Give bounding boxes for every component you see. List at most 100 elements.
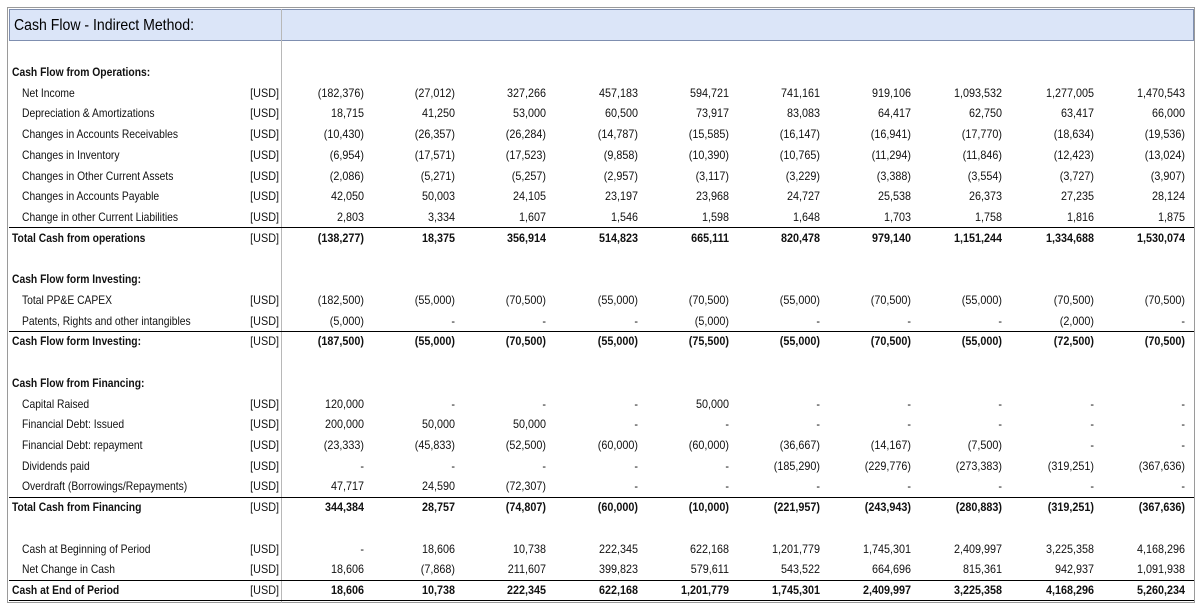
value-cell: 979,140 <box>872 230 912 245</box>
value-cell: - <box>633 396 638 411</box>
row-label: Capital Raised <box>22 396 90 411</box>
row-label: Depreciation & Amortizations <box>22 106 155 121</box>
sheet-title: Cash Flow - Indirect Method: <box>14 17 194 34</box>
value-cell: - <box>360 458 364 473</box>
value-cell: - <box>633 313 638 328</box>
value-cell: (3,727) <box>1059 168 1094 183</box>
value-cell: (10,430) <box>323 127 364 142</box>
total-rule <box>9 496 1194 498</box>
value-cell: (9,858) <box>603 147 638 162</box>
value-cell: (16,941) <box>870 127 912 142</box>
value-cell: 211,607 <box>508 562 547 577</box>
value-cell: (74,807) <box>506 500 547 515</box>
value-cell: (55,000) <box>414 292 456 307</box>
unit: [USD] <box>250 562 279 577</box>
value-cell: 622,168 <box>689 541 729 556</box>
value-cell: 1,745,301 <box>771 583 820 597</box>
value-cell: - <box>998 396 1003 411</box>
unit: [USD] <box>250 85 279 100</box>
value-cell: (14,167) <box>870 437 912 452</box>
value-cell: (319,251) <box>1047 500 1094 515</box>
value-cell: 27,235 <box>1060 189 1094 204</box>
value-cell: (55,000) <box>779 292 820 307</box>
value-cell: (16,147) <box>779 127 820 142</box>
unit: [USD] <box>250 106 279 121</box>
value-cell: (70,500) <box>506 292 547 307</box>
unit: [USD] <box>250 168 279 183</box>
value-cell: (187,500) <box>317 334 364 349</box>
row-label: Dividends paid <box>22 458 90 473</box>
value-cell: (6,954) <box>329 147 364 162</box>
value-cell: (75,500) <box>688 334 729 349</box>
row-label: Total PP&E CAPEX <box>22 292 113 307</box>
value-cell: 1,816 <box>1066 210 1094 225</box>
value-cell: 327,266 <box>507 85 547 100</box>
total-label: Cash at End of Period <box>12 583 120 597</box>
value-cell: - <box>542 313 547 328</box>
value-cell: 62,750 <box>969 106 1003 121</box>
value-cell: (55,000) <box>779 334 820 349</box>
value-cell: (185,290) <box>773 458 820 473</box>
value-cell: 24,727 <box>786 189 820 204</box>
value-cell: (10,390) <box>688 147 729 162</box>
unit: [USD] <box>250 479 279 494</box>
total-rule <box>9 330 1194 332</box>
value-cell: 10,738 <box>513 541 547 556</box>
value-cell: (70,500) <box>1144 334 1185 349</box>
value-cell: (55,000) <box>962 292 1003 307</box>
value-cell: - <box>1181 437 1185 452</box>
value-cell: (7,500) <box>968 437 1003 452</box>
value-cell: (52,500) <box>506 437 547 452</box>
section-heading: Cash Flow from Financing: <box>12 375 145 390</box>
value-cell: (17,770) <box>962 127 1003 142</box>
value-cell: - <box>1089 437 1094 452</box>
value-cell: 1,151,244 <box>954 230 1003 245</box>
value-cell: (60,000) <box>597 437 638 452</box>
value-cell: (55,000) <box>597 292 638 307</box>
value-cell: (55,000) <box>597 334 638 349</box>
value-cell: - <box>998 417 1003 432</box>
unit: [USD] <box>250 583 279 597</box>
unit: [USD] <box>250 437 279 452</box>
value-cell: 399,823 <box>598 562 638 577</box>
value-cell: 344,384 <box>324 500 364 515</box>
value-cell: 23,197 <box>604 189 638 204</box>
value-cell: (11,846) <box>962 147 1003 162</box>
value-cell: 26,373 <box>969 189 1003 204</box>
value-cell: 5,260,234 <box>1136 583 1185 597</box>
value-cell: (18,634) <box>1053 127 1094 142</box>
row-label: Net Income <box>22 85 75 100</box>
value-cell: (10,765) <box>779 147 820 162</box>
value-cell: 1,277,005 <box>1045 85 1094 100</box>
value-cell: - <box>1181 396 1185 411</box>
value-cell: 579,611 <box>690 562 729 577</box>
row-label: Financial Debt: repayment <box>22 437 143 452</box>
column-divider <box>281 9 282 603</box>
value-cell: - <box>1089 479 1094 494</box>
value-cell: 356,914 <box>507 230 547 245</box>
value-cell: - <box>907 396 912 411</box>
section-heading: Cash Flow from Operations: <box>12 65 151 79</box>
value-cell: 741,161 <box>780 85 820 100</box>
value-cell: (60,000) <box>597 500 638 515</box>
value-cell: (367,636) <box>1138 500 1185 515</box>
value-cell: 4,168,296 <box>1136 541 1185 556</box>
value-cell: 63,417 <box>1060 106 1094 121</box>
value-cell: (5,271) <box>420 168 456 183</box>
value-cell: 1,530,074 <box>1136 230 1185 245</box>
value-cell: (138,277) <box>317 230 364 245</box>
total-rule <box>9 600 1194 601</box>
value-cell: 73,917 <box>695 106 729 121</box>
value-cell: (15,585) <box>688 127 729 142</box>
value-cell: 53,000 <box>513 106 547 121</box>
value-cell: 24,590 <box>422 479 456 494</box>
row-label: Cash at Beginning of Period <box>22 541 151 556</box>
value-cell: (26,357) <box>414 127 456 142</box>
value-cell: (17,571) <box>414 147 456 162</box>
value-cell: 50,000 <box>422 417 456 432</box>
value-cell: (2,086) <box>329 168 364 183</box>
value-cell: 2,409,997 <box>863 583 912 597</box>
value-cell: (45,833) <box>414 437 456 452</box>
value-cell: (2,957) <box>603 168 638 183</box>
row-label: Changes in Inventory <box>22 147 120 162</box>
